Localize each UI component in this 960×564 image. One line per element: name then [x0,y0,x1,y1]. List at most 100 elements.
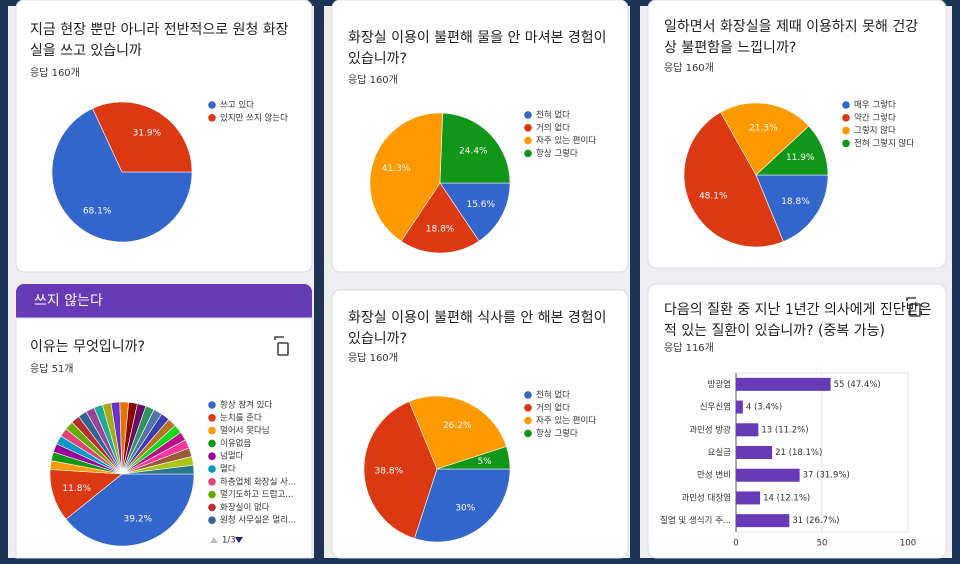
prev-page[interactable] [210,537,218,543]
question-title: 화장실 이용이 불편해 물을 안 마셔본 경험이 [348,30,607,46]
copy-icon[interactable] [274,336,289,356]
section-title: 쓰지 않는다 [34,293,103,309]
y-tick-label: 방광염 [708,379,731,390]
legend-label: 멀어서 못다님 [220,425,270,436]
slice-label: 41.3% [382,164,411,174]
bar [736,468,800,482]
pie-slice [439,112,511,184]
pie-slice [121,464,195,475]
x-tick-label: 0 [733,539,738,549]
legend-label: 멀기도하고 드럽고... [220,489,293,500]
pie-slice [51,108,193,243]
question-title: 다음의 질환 중 지난 1년간 의사에게 진단받은 [664,302,932,318]
y-tick-label: 질염 및 생식기 주... [660,515,731,526]
y-tick-label: 과민성 대장염 [681,492,731,503]
question-title: 지금 현장 뿐만 아니라 전반적으로 원청 화장 [30,22,289,38]
bar-label: 37 (31.9%) [803,471,850,481]
bar-label: 21 (18.1%) [775,448,822,458]
bar-label: 31 (26.7%) [792,516,839,526]
legend-label: 매우 그렇다 [854,100,896,111]
legend-swatch [208,490,216,499]
slice-label: 48.1% [699,191,728,201]
question-title: 적 있는 질환이 있습니까? (중복 가능) [664,323,885,339]
pie-slice [414,468,511,543]
legend-label: 이유없음 [220,438,251,449]
legend-swatch [208,414,216,422]
copy-icon[interactable] [906,297,921,317]
bar [736,423,759,437]
bar [736,514,790,528]
response-count: 응답 160개 [664,62,714,74]
question-title: 일하면서 화장실을 제때 이용하지 못해 건강 [664,19,918,35]
pie-slice [369,112,444,242]
legend-swatch [524,136,532,145]
legend-swatch [208,452,216,461]
legend-swatch [842,114,850,122]
bar-label: 14 (12.1%) [763,493,810,503]
legend-swatch [524,391,532,399]
pie-slice [755,174,829,242]
pie-slice [436,446,511,470]
question-title: 상 불편함을 느낍니까? [664,40,796,56]
legend-label: 멀다 [220,465,236,475]
legend-swatch [208,516,216,524]
legend-label: 화장실이 없다 [220,502,270,513]
legend-label: 항상 잠겨 있다 [220,400,273,411]
legend-label: 눈치를 준다 [220,413,262,423]
slice-label: 5% [477,457,492,467]
slice-label: 31.9% [133,129,162,139]
bar [736,377,831,391]
response-count: 응답 160개 [30,67,80,79]
legend-label: 자주 있는 편이다 [536,135,596,146]
slice-label: 26.2% [443,421,472,431]
legend-label: 있지만 쓰지 않는다 [220,112,288,123]
bar-label: 13 (11.2%) [761,425,808,435]
response-count: 응답 51개 [30,363,74,375]
bar [736,491,761,505]
pie-slice [408,395,507,470]
page-indicator: 1/3 [222,536,236,546]
legend-swatch [208,114,216,122]
slice-label: 11.8% [62,484,91,494]
pie-slice [439,182,511,242]
card [647,283,947,559]
y-tick-label: 신우신염 [700,402,731,413]
pie-slice [400,182,480,254]
legend-label: 원청 사무실은 멀리... [220,515,296,526]
response-count: 응답 116개 [664,342,714,354]
slice-label: 18.8% [781,197,810,207]
slice-label: 39.2% [124,514,153,524]
question-title: 이유는 무엇입니까? [30,339,145,355]
legend-label: 그렇지 않다 [854,125,896,136]
next-page[interactable] [235,537,243,543]
pie-slice [65,473,195,547]
legend-swatch [524,429,532,438]
question-title: 화장실 이용이 불편해 식사를 안 해본 경험이 [348,310,607,326]
legend-label: 쓰고 있다 [220,100,254,111]
legend-label: 항상 그렇다 [536,148,578,159]
x-tick-label: 100 [900,539,916,549]
legend-label: 전혀 없다 [536,390,570,401]
legend-swatch [208,478,216,486]
legend-label: 자주 있는 편이다 [536,415,596,426]
pie-slice [720,102,810,176]
slice-label: 11.9% [786,153,815,163]
legend-swatch [208,101,216,109]
legend-swatch [208,503,216,512]
legend-label: 하층업체 화장실 사... [220,476,296,487]
legend-label: 거의 없다 [536,122,570,133]
legend-label: 전혀 없다 [536,110,570,121]
legend-swatch [524,124,532,132]
x-tick-label: 50 [817,539,828,549]
question-title: 있습니까? [348,331,407,347]
slice-label: 21.3% [749,124,778,134]
y-tick-label: 요실금 [708,447,732,458]
legend-swatch [208,426,216,435]
legend-label: 항상 그렇다 [536,428,578,439]
legend-swatch [842,101,850,109]
legend-label: 넘멀다 [220,451,244,462]
legend-swatch [208,401,216,409]
legend-swatch [524,149,532,158]
response-count: 응답 160개 [348,74,398,86]
